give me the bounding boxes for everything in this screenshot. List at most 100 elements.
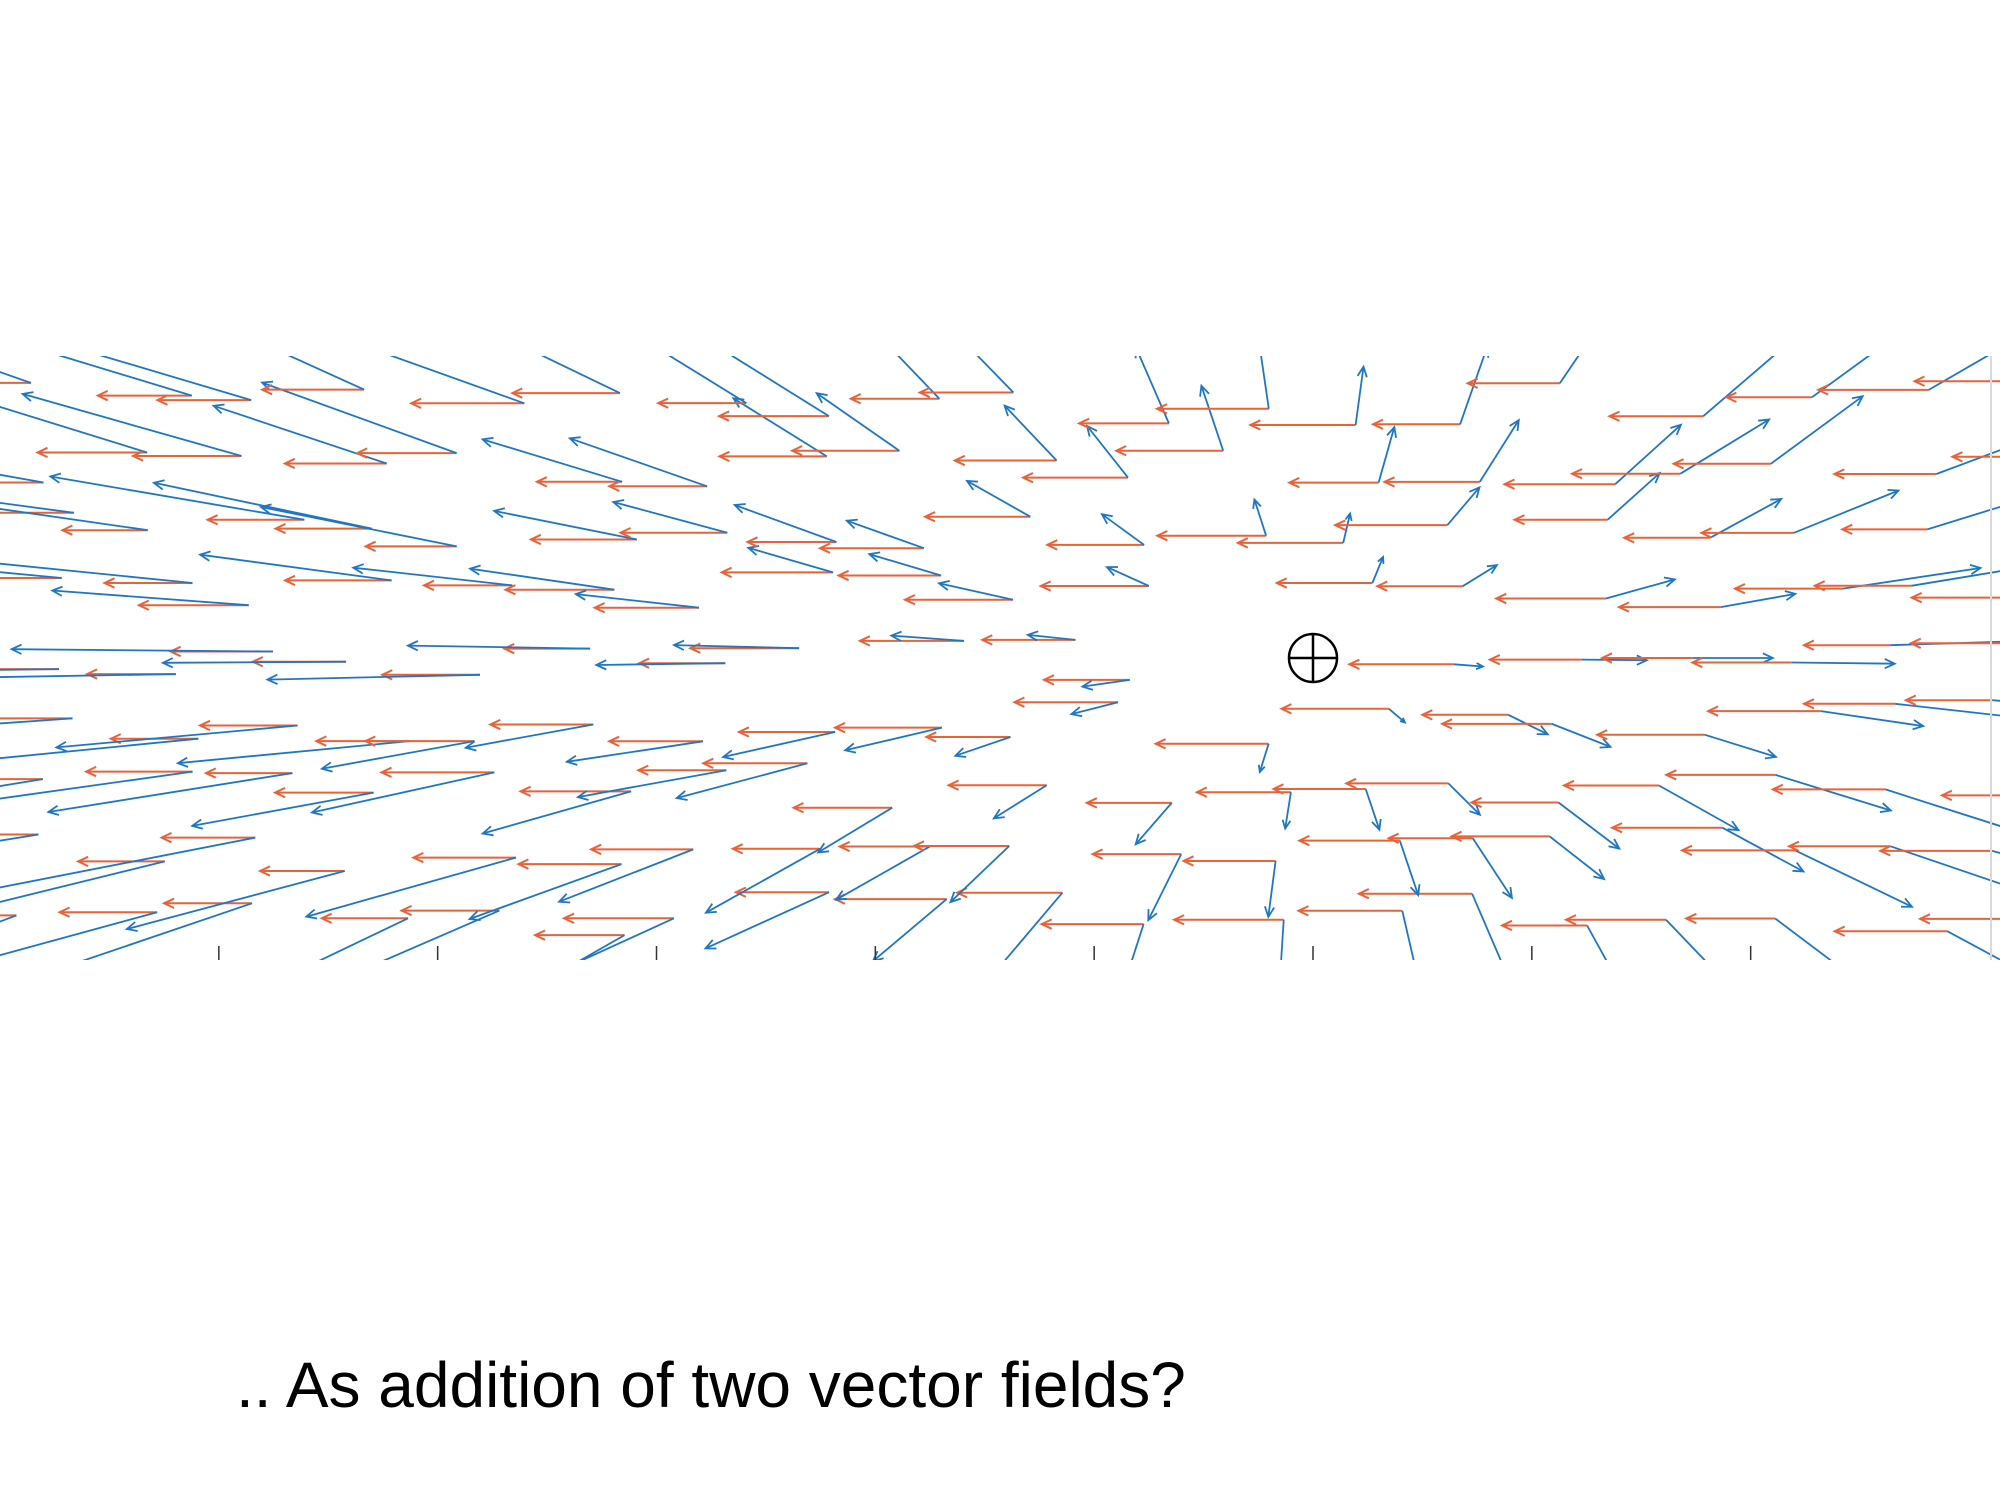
- orange-arrow-120: [922, 511, 1031, 523]
- blue-arrow-137-head: [814, 391, 828, 404]
- blue-arrow-131-shaft: [22, 393, 242, 457]
- orange-arrow-29: [1090, 848, 1182, 860]
- blue-arrow-102-shaft: [938, 582, 1014, 601]
- orange-arrow-96-head: [282, 574, 296, 587]
- blue-arrow-117-head: [611, 499, 625, 510]
- orange-arrow-145-head: [1671, 458, 1685, 470]
- orange-arrow-3-head: [319, 912, 333, 924]
- orange-arrow-108-head: [1732, 583, 1746, 595]
- orange-arrow-95-head: [136, 599, 150, 611]
- blue-arrow-25-head: [557, 893, 571, 904]
- blue-arrow-19-shaft: [0, 833, 39, 842]
- orange-arrow-25: [588, 843, 694, 856]
- blue-arrow-64: [721, 731, 836, 761]
- orange-arrow-21: [159, 831, 256, 844]
- orange-arrow-72: [1594, 729, 1705, 741]
- blue-arrow-52-shaft: [1557, 801, 1620, 850]
- blue-arrow-48-head: [1134, 833, 1147, 846]
- blue-arrow-9-shaft: [1004, 892, 1064, 960]
- blue-arrow-104-shaft: [1371, 556, 1384, 584]
- blue-arrow-26-shaft: [705, 848, 821, 914]
- orange-arrow-140-head: [1113, 445, 1127, 457]
- orange-arrow-160: [1248, 419, 1356, 431]
- orange-arrow-45: [700, 757, 808, 769]
- orange-arrow-39-head: [83, 765, 97, 778]
- orange-arrow-21-head: [159, 831, 172, 844]
- blue-arrow-152: [389, 356, 525, 405]
- blue-arrow-41-head: [190, 818, 204, 830]
- blue-arrow-38-shaft: [0, 778, 43, 787]
- orange-arrow-166-head: [1912, 375, 1925, 387]
- blue-arrow-33: [1549, 835, 1606, 881]
- blue-arrow-51-head: [1469, 804, 1482, 817]
- blue-arrow-14-shaft: [1586, 925, 1608, 960]
- orange-arrow-57: [0, 717, 73, 720]
- blue-arrow-64-shaft: [722, 731, 836, 758]
- blue-arrow-112: [0, 508, 148, 532]
- blue-arrow-163: [1702, 356, 1775, 417]
- blue-arrow-39-shaft: [0, 770, 193, 800]
- blue-arrow-136-shaft: [732, 397, 828, 458]
- blue-arrow-159: [1260, 356, 1270, 409]
- orange-arrow-78-head: [168, 645, 182, 658]
- blue-arrow-124-shaft: [1446, 486, 1481, 526]
- blue-arrow-123-head: [1344, 511, 1353, 522]
- blue-arrow-44-head: [575, 790, 589, 801]
- blue-arrow-135-head: [567, 436, 581, 447]
- blue-arrow-101: [867, 551, 942, 577]
- blue-arrow-23: [304, 856, 517, 920]
- blue-arrow-58: [0, 737, 199, 760]
- orange-arrow-18: [1917, 913, 2000, 925]
- blue-arrow-65-shaft: [844, 726, 943, 752]
- blue-arrow-116-shaft: [493, 510, 637, 541]
- blue-arrow-50-shaft: [1364, 788, 1381, 830]
- orange-arrow-103: [1038, 580, 1149, 592]
- orange-arrow-124: [1332, 519, 1448, 531]
- blue-arrow-35-head: [1900, 897, 1914, 908]
- orange-arrow-155-head: [716, 410, 730, 422]
- orange-arrow-119-head: [817, 542, 831, 554]
- blue-arrow-1-shaft: [0, 911, 158, 957]
- orange-arrow-30-head: [1181, 855, 1194, 867]
- blue-arrow-152-shaft: [389, 356, 525, 405]
- blue-arrow-57: [0, 717, 73, 725]
- orange-arrow-14-head: [1499, 919, 1513, 932]
- orange-arrow-105-head: [1375, 580, 1388, 592]
- orange-arrow-131-head: [130, 450, 144, 462]
- orange-arrow-51-head: [1343, 777, 1357, 790]
- blue-arrow-59-shaft: [56, 724, 298, 749]
- blue-arrow-28-head: [948, 891, 962, 904]
- orange-arrow-116: [528, 533, 637, 546]
- blue-arrow-4: [382, 909, 500, 960]
- orange-arrow-52-head: [1469, 796, 1482, 809]
- orange-arrow-126-head: [1621, 532, 1635, 544]
- orange-arrow-150: [155, 394, 252, 406]
- orange-arrow-96: [282, 574, 392, 587]
- blue-arrow-66-shaft: [955, 736, 1011, 757]
- blue-arrow-43: [480, 790, 632, 837]
- orange-arrow-144-head: [1569, 468, 1583, 480]
- blue-arrow-45: [674, 762, 808, 801]
- blue-arrow-61: [319, 740, 475, 773]
- orange-arrow-68-head: [1153, 738, 1167, 750]
- blue-arrow-69-head: [1399, 717, 1407, 724]
- blue-arrow-39: [0, 770, 193, 800]
- orange-arrow-49: [1194, 786, 1291, 798]
- vector-field-plot: [0, 356, 2000, 960]
- blue-arrow-72-head: [1764, 748, 1778, 760]
- blue-arrow-120-shaft: [966, 480, 1031, 518]
- blue-arrow-47-shaft: [993, 784, 1048, 820]
- orange-arrow-101-head: [836, 569, 850, 582]
- blue-arrow-11-shaft: [1280, 919, 1285, 960]
- orange-arrow-136-head: [717, 450, 730, 463]
- orange-arrow-127-head: [1699, 527, 1712, 539]
- blue-arrow-164: [1811, 356, 1871, 399]
- blue-arrow-148: [0, 371, 32, 384]
- blue-arrow-59: [54, 724, 298, 753]
- blue-arrow-54-shaft: [1775, 774, 1892, 812]
- orange-arrow-61: [362, 735, 475, 747]
- orange-arrow-111: [0, 511, 74, 514]
- blue-arrow-62-head: [463, 740, 477, 752]
- blue-arrow-87: [1453, 662, 1486, 670]
- orange-arrow-5: [532, 929, 625, 941]
